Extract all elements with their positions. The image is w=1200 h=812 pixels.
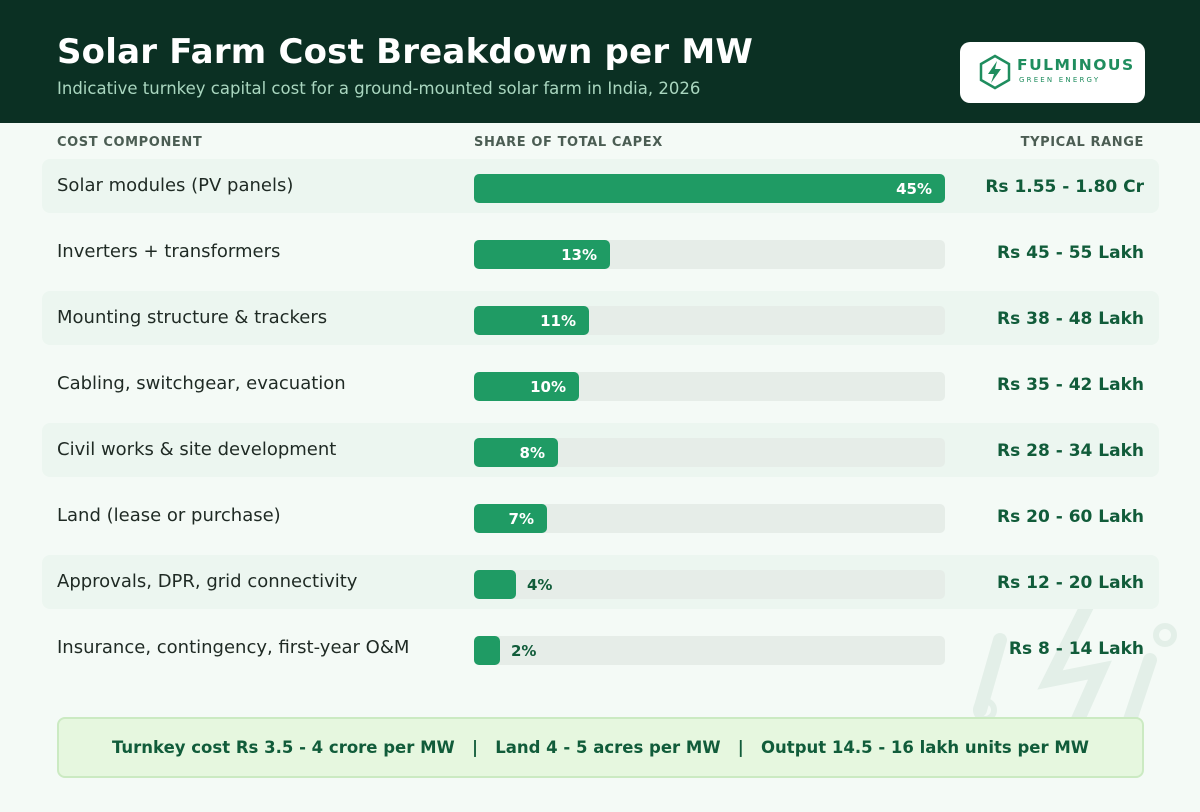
cost-range-label: Rs 38 - 48 Lakh <box>997 309 1144 329</box>
category-label: Insurance, contingency, first-year O&M <box>57 637 410 658</box>
bar <box>474 504 547 533</box>
brand-tagline: GREEN ENERGY <box>1019 76 1101 84</box>
bar <box>474 174 945 203</box>
brand-name: FULMINOUS <box>1017 56 1135 74</box>
cost-range-label: Rs 8 - 14 Lakh <box>1008 639 1144 659</box>
category-label: Approvals, DPR, grid connectivity <box>57 571 358 592</box>
cost-range-label: Rs 28 - 34 Lakh <box>997 441 1144 461</box>
chart-row: Cabling, switchgear, evacuation 10% Rs 35 … <box>42 357 1159 411</box>
bar <box>474 240 610 269</box>
brand-logo: FULMINOUS GREEN ENERGY <box>960 42 1145 103</box>
bar-track: 2% <box>474 636 945 665</box>
chart-row: Approvals, DPR, grid connectivity 4% Rs 12… <box>42 555 1159 609</box>
column-header-share: SHARE OF TOTAL CAPEX <box>474 135 663 150</box>
lightning-logo-icon <box>979 54 1011 90</box>
bar-value-label: 10% <box>530 378 566 396</box>
bar-value-label: 4% <box>527 576 553 594</box>
bar-track: 13% <box>474 240 945 269</box>
chart-row: Insurance, contingency, first-year O&M 2%… <box>42 621 1159 675</box>
bar-track: 11% <box>474 306 945 335</box>
bar-value-label: 13% <box>561 246 597 264</box>
chart-row: Solar modules (PV panels) 45% Rs 1.55 - 1.… <box>42 159 1159 213</box>
bar-track: 7% <box>474 504 945 533</box>
cost-range-label: Rs 12 - 20 Lakh <box>997 573 1144 593</box>
chart-row: Inverters + transformers 13% Rs 45 - 55 La… <box>42 225 1159 279</box>
bar-track: 8% <box>474 438 945 467</box>
bar-value-label: 45% <box>896 180 932 198</box>
bar <box>474 306 589 335</box>
category-label: Solar modules (PV panels) <box>57 175 294 196</box>
column-header-component: COST COMPONENT <box>57 135 203 150</box>
bar-track: 4% <box>474 570 945 599</box>
cost-range-label: Rs 20 - 60 Lakh <box>997 507 1144 527</box>
bar <box>474 570 516 599</box>
bar-track: 45% <box>474 174 945 203</box>
summary-footer: Turnkey cost Rs 3.5 - 4 crore per MW | L… <box>57 717 1144 778</box>
column-header-range: TYPICAL RANGE <box>1020 135 1144 150</box>
bar <box>474 372 579 401</box>
chart-row: Land (lease or purchase) 7% Rs 20 - 60 Lak… <box>42 489 1159 543</box>
page-title: Solar Farm Cost Breakdown per MW <box>57 32 754 72</box>
category-label: Mounting structure & trackers <box>57 307 328 328</box>
header-banner: Solar Farm Cost Breakdown per MW Indicat… <box>0 0 1200 123</box>
cost-range-label: Rs 1.55 - 1.80 Cr <box>985 177 1144 197</box>
cost-range-label: Rs 45 - 55 Lakh <box>997 243 1144 263</box>
bar-value-label: 11% <box>540 312 576 330</box>
category-label: Civil works & site development <box>57 439 337 460</box>
category-label: Cabling, switchgear, evacuation <box>57 373 346 394</box>
cost-range-label: Rs 35 - 42 Lakh <box>997 375 1144 395</box>
bar-value-label: 7% <box>508 510 534 528</box>
bar-value-label: 8% <box>519 444 545 462</box>
chart-row: Civil works & site development 8% Rs 28 - … <box>42 423 1159 477</box>
page-subtitle: Indicative turnkey capital cost for a gr… <box>57 79 701 98</box>
category-label: Inverters + transformers <box>57 241 281 262</box>
bar <box>474 438 558 467</box>
bar-value-label: 2% <box>511 642 537 660</box>
bar-track: 10% <box>474 372 945 401</box>
chart-row: Mounting structure & trackers 11% Rs 38 - … <box>42 291 1159 345</box>
category-label: Land (lease or purchase) <box>57 505 281 526</box>
bar <box>474 636 500 665</box>
